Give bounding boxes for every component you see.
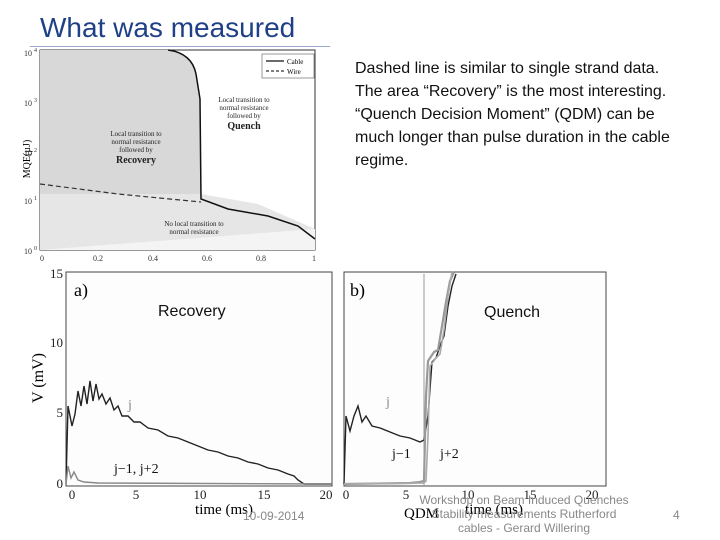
x-tick-label: 5 — [403, 487, 410, 502]
neighbor-trace — [65, 465, 333, 485]
y-axis-label: V (mV) — [30, 353, 47, 403]
voltage-plot-a: V (mV) 15 10 5 0 0 5 10 15 20 time (ms) … — [30, 266, 333, 518]
x-tick-label: 0 — [69, 487, 76, 502]
j-trace — [65, 380, 332, 485]
legend-cable-label: Cable — [287, 58, 303, 66]
x-tick-label: 0.2 — [93, 254, 103, 263]
x-tick-label: 0 — [343, 487, 350, 502]
lower-region — [40, 229, 315, 250]
y-tick-label: 10 — [24, 49, 32, 58]
x-tick-label: 20 — [586, 487, 599, 502]
recovery-label-line: followed by — [119, 146, 153, 154]
mqe-figure: MQE(µJ) 10 4 10 3 10 2 10 1 10 0 0 0.2 0… — [22, 48, 316, 263]
y-tick-label: 10 — [50, 335, 63, 350]
no-transition-label: No local transition to — [164, 220, 224, 228]
jp2-label: j+2 — [439, 447, 459, 462]
x-tick-label: 0.8 — [256, 254, 266, 263]
y-tick-exponent: 3 — [34, 98, 37, 104]
bullet-text: “Quench Decision Moment” (QDM) can be mu… — [355, 106, 670, 169]
neighbors-label: j−1, j+2 — [113, 462, 159, 477]
quench-label: Quench — [227, 121, 261, 132]
y-tick-exponent: 4 — [34, 48, 37, 54]
footer-date: 10-09-2014 — [243, 509, 305, 523]
quench-label-line: Local transition to — [218, 96, 270, 104]
x-tick-label: 15 — [258, 487, 271, 502]
bullet-text: Dashed line is similar to single strand … — [355, 60, 660, 77]
quench-label-line: normal resistance — [219, 104, 268, 112]
recovery-annotation: Recovery — [158, 303, 226, 320]
panel-label: b) — [350, 280, 365, 301]
x-tick-label: 0.6 — [202, 254, 212, 263]
y-tick-label: 10 — [24, 197, 32, 206]
y-tick-exponent: 0 — [34, 246, 37, 252]
text-block: Dashed line is similar to single strand … — [355, 57, 695, 172]
slide-title: What was measured — [40, 12, 296, 43]
y-tick-exponent: 2 — [34, 148, 37, 154]
y-tick-label: 10 — [24, 247, 32, 256]
j-label: j — [127, 398, 132, 413]
x-tick-label: 20 — [320, 487, 333, 502]
y-axis-label: MQE(µJ) — [22, 140, 33, 179]
j-label: j — [385, 395, 390, 410]
page-number: 4 — [673, 508, 680, 522]
y-tick-label: 10 — [24, 149, 32, 158]
x-axis-label: time (ms) — [465, 502, 523, 518]
x-tick-label: 5 — [133, 487, 140, 502]
x-tick-label: 15 — [524, 487, 537, 502]
wire-curve — [39, 183, 202, 203]
quench-region — [40, 50, 201, 194]
y-tick-label: 5 — [57, 405, 64, 420]
title-divider — [30, 46, 330, 47]
x-tick-label: 0.4 — [148, 254, 158, 263]
recovery-label-line: Local transition to — [110, 130, 162, 138]
recovery-label: Recovery — [116, 155, 156, 166]
cable-curve — [167, 49, 316, 240]
x-tick-label: 1 — [312, 254, 316, 263]
y-tick-label: 15 — [50, 266, 63, 281]
voltage-plot-b: 0 5 10 15 20 time (ms) b) j j−1 j+2 QDM — [343, 271, 607, 520]
legend-wire-label: Wire — [287, 68, 301, 76]
neighbor-trace — [343, 271, 453, 485]
quench-label-line: followed by — [227, 112, 261, 120]
neighbor-trace — [343, 271, 456, 486]
x-tick-label: 0 — [40, 254, 44, 263]
panel-label: a) — [74, 280, 88, 301]
x-tick-label: 10 — [462, 487, 475, 502]
recovery-label-line: normal resistance — [111, 138, 160, 146]
x-tick-label: 10 — [194, 487, 207, 502]
y-tick-label: 0 — [57, 476, 64, 491]
plot-frame — [343, 271, 607, 487]
jm1-label: j−1 — [391, 447, 411, 462]
x-axis-label: time (ms) — [195, 502, 253, 518]
quench-annotation: Quench — [484, 304, 541, 321]
bullet-text: The area “Recovery” is the most interest… — [355, 83, 667, 100]
qdm-label: QDM — [404, 506, 439, 520]
plot-frame — [65, 271, 333, 487]
no-transition-label: normal resistance — [169, 228, 218, 236]
y-tick-label: 10 — [24, 99, 32, 108]
footer-title: Workshop on Beam Induced Quenches Stabil… — [419, 493, 629, 535]
y-tick-exponent: 1 — [34, 196, 37, 202]
legend-box — [261, 53, 315, 79]
